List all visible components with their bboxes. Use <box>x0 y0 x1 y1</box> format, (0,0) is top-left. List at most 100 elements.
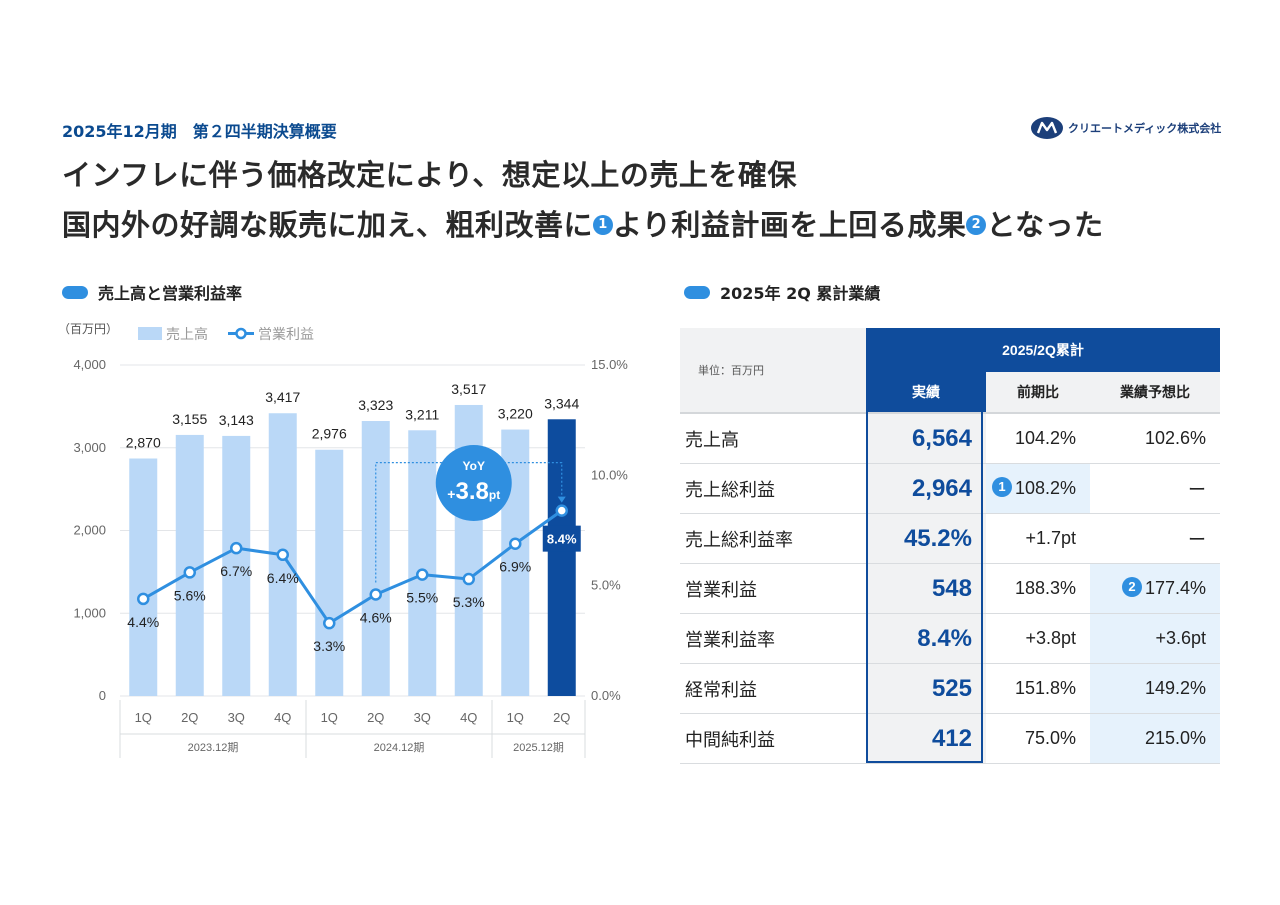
legend-bar-swatch <box>138 327 162 340</box>
x-group-label: 2025.12期 <box>513 741 564 754</box>
kpi-table: 単位：百万円 2025/2Q累計 実績 前期比 業績予想比 売上高 6,564 10… <box>680 328 1221 764</box>
table-row: 売上高 6,564 104.2% 102.6% <box>680 413 1221 464</box>
row-label: 売上高 <box>680 413 866 464</box>
column-header-actual: 実績 <box>866 372 986 414</box>
x-tick-label: 2Q <box>181 710 198 725</box>
table-section-title: 2025年 2Q 累計業績 <box>684 280 880 304</box>
yoy-bubble <box>435 445 512 521</box>
row-forecast: 215.0% <box>1090 713 1221 764</box>
bar-data-label: 3,220 <box>498 406 533 422</box>
y-left-tick-label: 3,000 <box>73 440 106 455</box>
line-data-label: 5.6% <box>174 587 206 603</box>
margin-point <box>183 566 196 579</box>
row-forecast: ー <box>1090 513 1221 564</box>
row-forecast: 102.6% <box>1090 413 1221 464</box>
chart-section-title: 売上高と営業利益率 <box>62 280 242 304</box>
x-group-label: 2023.12期 <box>188 741 239 754</box>
margin-point <box>137 592 150 606</box>
margin-point <box>462 572 475 586</box>
x-tick-label: 1Q <box>135 710 152 725</box>
margin-point <box>369 588 382 601</box>
y-left-tick-label: 2,000 <box>73 523 106 538</box>
bar-data-label: 3,211 <box>405 406 439 422</box>
table-section-title-text: 2025年 2Q 累計業績 <box>720 284 881 303</box>
row-yoy-value: 151.8% <box>1014 678 1076 698</box>
bar <box>129 458 158 696</box>
bar-data-label: 3,517 <box>451 381 486 397</box>
line-data-label: 5.5% <box>406 590 438 606</box>
bar <box>315 449 344 696</box>
y-right-tick-label: 15.0% <box>591 357 628 372</box>
yoy-arrow-icon <box>557 496 566 503</box>
row-yoy: 75.0% <box>986 713 1090 764</box>
marker-2-icon: 2 <box>1121 577 1142 598</box>
line-data-label: 4.6% <box>360 609 392 625</box>
legend-line-label: 営業利益 <box>258 326 314 342</box>
y-left-tick-label: 4,000 <box>73 357 106 372</box>
row-forecast-value: ー <box>1188 479 1207 500</box>
row-label: 売上総利益率 <box>680 513 866 564</box>
column-header-forecast: 業績予想比 <box>1090 372 1221 414</box>
bar-data-label: 3,417 <box>265 389 300 405</box>
headline-line-2: 国内外の好調な販売に加え、粗利改善に 1 より利益計画を上回る成果 2 となった <box>62 202 1104 244</box>
line-data-label: 6.7% <box>220 563 252 579</box>
company-name: クリエートメディック株式会社 <box>1068 122 1222 135</box>
row-forecast-value: 102.6% <box>1144 428 1207 448</box>
y-left-tick-label: 1,000 <box>73 605 106 620</box>
yoy-bubble-unit: pt <box>489 488 500 502</box>
x-tick-label: 2Q <box>367 710 384 725</box>
margin-point <box>555 504 568 517</box>
x-tick-label: 4Q <box>274 710 291 725</box>
margin-point <box>416 568 429 581</box>
line-data-label: 4.4% <box>127 614 159 630</box>
row-label: 営業利益 <box>680 563 866 614</box>
column-header-yoy: 前期比 <box>986 372 1090 414</box>
row-actual: 2,964 <box>866 463 986 514</box>
row-actual: 548 <box>866 563 986 614</box>
row-forecast: 2 177.4% <box>1090 563 1221 614</box>
bar-data-label: 3,155 <box>172 411 207 427</box>
table-row: 営業利益率 8.4% +3.8pt +3.6pt <box>680 613 1221 664</box>
row-yoy-value: +1.7pt <box>1025 528 1076 548</box>
row-label: 売上総利益 <box>680 463 866 514</box>
x-group-label: 2024.12期 <box>374 741 425 754</box>
row-yoy-value: 75.0% <box>1024 728 1076 748</box>
bar-data-label: 2,976 <box>312 426 347 442</box>
row-actual: 525 <box>866 663 986 714</box>
x-tick-label: 3Q <box>228 710 245 725</box>
section-pill-icon <box>62 285 88 299</box>
line-data-label: 6.9% <box>499 559 531 575</box>
bar-data-label: 3,323 <box>358 397 393 413</box>
row-forecast: 149.2% <box>1090 663 1221 714</box>
marker-1-icon: 1 <box>593 215 614 235</box>
row-actual: 412 <box>866 713 986 764</box>
cm-logo-icon <box>1031 117 1063 139</box>
row-yoy: 1 108.2% <box>986 463 1090 514</box>
yoy-bubble-prefix: + <box>447 486 455 502</box>
x-tick-label: 4Q <box>460 710 477 725</box>
headline-line-1: インフレに伴う価格改定により、想定以上の売上を確保 <box>62 158 797 192</box>
yoy-bubble-number: 3.8 <box>455 478 488 505</box>
section-pill-icon <box>684 285 710 299</box>
row-yoy-value: 188.3% <box>1014 578 1076 598</box>
yoy-bubble-value: +3.8pt <box>447 478 500 505</box>
bar <box>361 421 390 696</box>
bar-data-label: 3,344 <box>544 395 579 411</box>
report-subtitle: 2025年12月期 第２四半期決算概要 <box>62 122 337 141</box>
y-right-tick-label: 10.0% <box>591 467 628 482</box>
bar-data-label: 3,143 <box>219 412 254 428</box>
row-yoy: 104.2% <box>986 413 1090 464</box>
headline-line-2-part-b: より利益計画を上回る成果 <box>613 208 967 242</box>
table-row: 営業利益 548 188.3% 2 177.4% <box>680 563 1221 614</box>
table-row: 売上総利益率 45.2% +1.7pt ー <box>680 513 1221 564</box>
x-tick-label: 3Q <box>414 710 431 725</box>
row-yoy-value: 104.2% <box>1014 428 1076 448</box>
bar <box>408 430 437 696</box>
table-row: 経常利益 525 151.8% 149.2% <box>680 663 1221 714</box>
row-actual: 6,564 <box>866 413 986 464</box>
line-data-label: 8.4% <box>547 532 577 547</box>
headline-line-2-part-a: 国内外の好調な販売に加え、粗利改善に <box>62 208 594 242</box>
margin-point <box>509 537 522 550</box>
row-yoy: 188.3% <box>986 563 1090 614</box>
y-right-tick-label: 5.0% <box>591 578 621 593</box>
